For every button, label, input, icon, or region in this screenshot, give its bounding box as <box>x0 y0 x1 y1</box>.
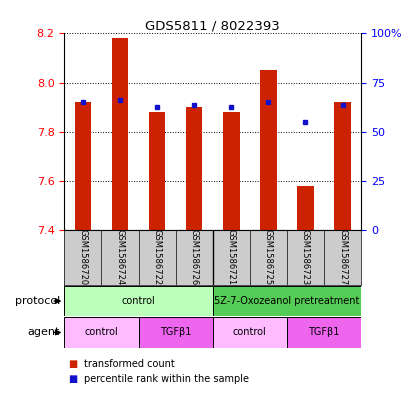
Text: percentile rank within the sample: percentile rank within the sample <box>84 374 249 384</box>
Text: GSM1586721: GSM1586721 <box>227 230 236 285</box>
Bar <box>139 317 213 348</box>
Text: transformed count: transformed count <box>84 358 175 369</box>
Text: GSM1586727: GSM1586727 <box>338 229 347 286</box>
Text: GSM1586722: GSM1586722 <box>153 230 161 285</box>
Text: TGFβ1: TGFβ1 <box>160 327 191 338</box>
Text: GSM1586723: GSM1586723 <box>301 229 310 286</box>
Bar <box>75 102 91 230</box>
Text: protocol: protocol <box>15 296 60 306</box>
Text: GSM1586726: GSM1586726 <box>190 229 199 286</box>
Bar <box>186 107 203 230</box>
Bar <box>260 70 277 230</box>
Text: control: control <box>85 327 118 338</box>
Bar <box>334 102 351 230</box>
Text: GSM1586725: GSM1586725 <box>264 230 273 285</box>
Text: 5Z-7-Oxozeanol pretreatment: 5Z-7-Oxozeanol pretreatment <box>214 296 359 306</box>
Bar <box>149 112 166 230</box>
Bar <box>213 317 287 348</box>
Bar <box>112 38 128 230</box>
Bar <box>223 112 239 230</box>
Text: control: control <box>122 296 155 306</box>
Title: GDS5811 / 8022393: GDS5811 / 8022393 <box>145 19 280 32</box>
Bar <box>64 286 213 316</box>
Bar <box>64 317 139 348</box>
Text: agent: agent <box>28 327 60 338</box>
Text: GSM1586724: GSM1586724 <box>115 230 124 285</box>
Bar <box>297 186 314 230</box>
Text: TGFβ1: TGFβ1 <box>308 327 339 338</box>
Bar <box>287 317 361 348</box>
Text: control: control <box>233 327 267 338</box>
Text: ■: ■ <box>68 374 78 384</box>
Text: GSM1586720: GSM1586720 <box>78 230 88 285</box>
Text: ■: ■ <box>68 358 78 369</box>
Bar <box>213 286 361 316</box>
